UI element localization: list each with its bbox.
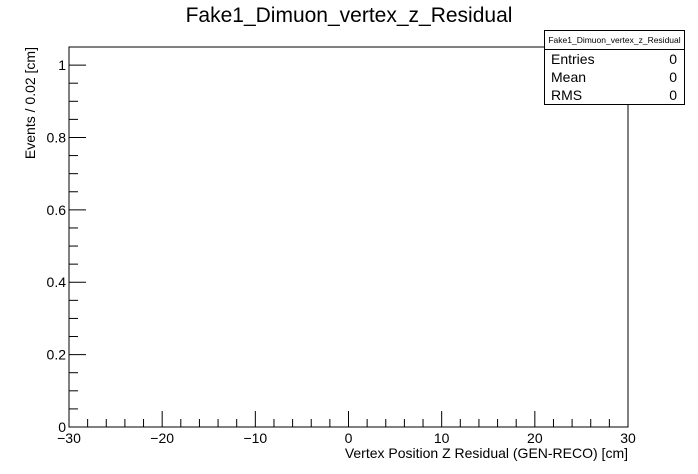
stats-entries-value: 0 [669, 51, 677, 67]
y-tick-label: 0 [58, 419, 66, 435]
x-tick-label: 0 [345, 430, 353, 446]
stats-row-mean: Mean 0 [545, 68, 684, 86]
stats-mean-label: Mean [551, 69, 587, 85]
y-tick-label: 0.6 [47, 202, 67, 218]
stats-row-rms: RMS 0 [545, 86, 684, 104]
stats-mean-value: 0 [669, 69, 677, 85]
stats-box-title: Fake1_Dimuon_vertex_z_Residual [545, 31, 684, 50]
stats-box: Fake1_Dimuon_vertex_z_Residual Entries 0… [544, 30, 685, 105]
x-axis-ticks: −30 −20 −10 0 10 20 30 [57, 411, 636, 446]
x-tick-label: 30 [620, 430, 636, 446]
x-tick-label: −10 [243, 430, 267, 446]
stats-rms-value: 0 [669, 87, 677, 103]
y-tick-label: 0.8 [47, 129, 67, 145]
x-tick-label: 20 [527, 430, 543, 446]
y-axis-ticks: 0 0.2 0.4 0.6 0.8 1 [47, 46, 86, 435]
chart-title: Fake1_Dimuon_vertex_z_Residual [185, 4, 513, 27]
stats-entries-label: Entries [551, 51, 595, 67]
x-axis-label: Vertex Position Z Residual (GEN-RECO) [c… [345, 445, 628, 461]
y-tick-label: 0.4 [47, 274, 67, 290]
y-tick-label: 1 [58, 57, 66, 73]
x-tick-label: 10 [434, 430, 450, 446]
x-tick-label: −20 [150, 430, 174, 446]
x-tick-label: −30 [57, 430, 81, 446]
y-tick-label: 0.2 [47, 347, 67, 363]
stats-row-entries: Entries 0 [545, 50, 684, 68]
y-axis-label: Events / 0.02 [cm] [22, 47, 38, 159]
stats-rms-label: RMS [551, 87, 583, 103]
